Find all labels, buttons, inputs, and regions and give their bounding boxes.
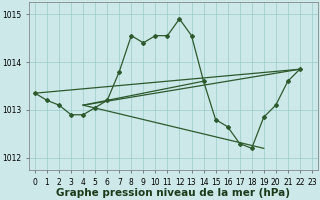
X-axis label: Graphe pression niveau de la mer (hPa): Graphe pression niveau de la mer (hPa) [56, 188, 291, 198]
